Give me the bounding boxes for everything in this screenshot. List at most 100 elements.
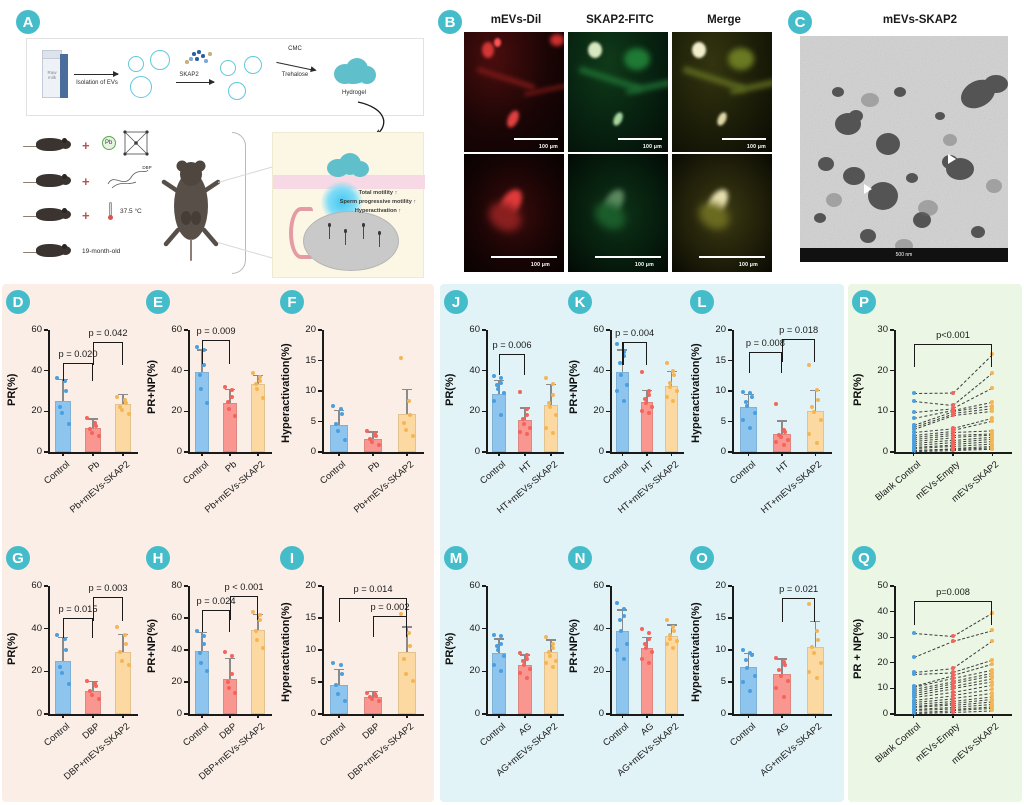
data-point — [819, 660, 824, 665]
bar-pb-mevs-skap2[interactable] — [398, 413, 416, 452]
bar-pb-mevs-skap2[interactable] — [115, 404, 131, 452]
y-tick-label: 60 — [171, 612, 182, 623]
y-axis — [610, 586, 612, 714]
arrowhead-marker — [948, 154, 956, 164]
data-point — [671, 372, 676, 377]
panel-b-immunofluorescence: B mEVs-Dil SKAP2-FITC Merge 100 μm 100 μ… — [438, 4, 782, 278]
data-point — [951, 634, 955, 639]
data-point — [491, 633, 496, 638]
plot-area-q: 0 10 20 30 40 50 Blank Control mEVs-Empty mEVs-S… — [873, 580, 1012, 766]
data-point — [495, 648, 500, 652]
bar-pb[interactable] — [364, 438, 382, 452]
bar-ag-mevs-skap2[interactable] — [665, 636, 679, 714]
y-axis-label: PR(%) — [6, 373, 18, 406]
bracket-arm-left — [913, 345, 916, 367]
data-point — [911, 686, 916, 691]
data-point — [990, 406, 995, 411]
bar-control[interactable] — [492, 394, 506, 452]
bar-control[interactable] — [330, 424, 348, 452]
data-point — [911, 434, 916, 439]
data-point — [494, 382, 499, 387]
bar-dbp[interactable] — [222, 678, 238, 714]
y-tick-label: 5 — [310, 415, 316, 427]
bracket-arm-right — [813, 339, 816, 363]
bar-control[interactable] — [55, 660, 71, 714]
bar-control[interactable] — [55, 401, 71, 452]
error-bar — [748, 652, 750, 667]
error-cap — [777, 658, 787, 660]
bar-dbp-mevs-skap2[interactable] — [398, 651, 416, 714]
data-point — [990, 673, 995, 678]
data-point — [773, 686, 778, 691]
error-bar — [781, 658, 783, 675]
y-tick-label: 40 — [593, 364, 604, 376]
data-point — [229, 654, 234, 659]
y-axis — [486, 586, 488, 714]
bar-control[interactable] — [194, 650, 210, 714]
data-point — [748, 425, 753, 430]
skap2-protein-icon — [180, 48, 212, 68]
error-bar — [257, 614, 259, 630]
error-bar — [201, 349, 203, 372]
bar-dbp[interactable] — [85, 690, 101, 714]
data-point — [258, 378, 263, 383]
data-point — [951, 704, 955, 709]
bar-control[interactable] — [615, 371, 629, 452]
data-point — [89, 430, 94, 435]
data-point — [343, 437, 348, 442]
bar-dbp-mevs-skap2[interactable] — [250, 630, 266, 714]
error-bar — [621, 609, 623, 631]
error-bar — [62, 378, 64, 402]
arrow-loading — [176, 79, 215, 85]
x-tick — [338, 714, 340, 718]
data-point — [990, 696, 995, 701]
grouping-brace — [232, 132, 246, 274]
y-tick — [728, 359, 732, 362]
bracket-arm-left — [63, 619, 65, 639]
x-tick — [814, 714, 817, 718]
data-point — [740, 648, 745, 652]
data-point — [122, 633, 127, 638]
significance-bracket — [339, 597, 407, 622]
data-point — [520, 417, 525, 422]
bar-pb[interactable] — [85, 427, 101, 452]
data-point — [911, 710, 916, 715]
data-point — [551, 645, 555, 650]
bar-dbp-mevs-skap2[interactable] — [115, 652, 131, 714]
data-point — [951, 676, 955, 681]
y-tick — [890, 610, 894, 613]
data-point — [517, 390, 522, 395]
error-bar — [524, 407, 526, 421]
bar-ag-mevs-skap2[interactable] — [806, 646, 824, 714]
p-value-label: p=0.008 — [936, 587, 970, 598]
data-point — [551, 393, 555, 398]
significance-bracket — [913, 344, 993, 367]
data-point — [990, 628, 995, 633]
y-tick — [890, 410, 894, 413]
y-tick — [44, 451, 48, 453]
inset-connector — [217, 242, 276, 260]
plus-sign: + — [82, 138, 90, 153]
y-tick-label: 0 — [36, 708, 42, 719]
data-point — [990, 657, 995, 662]
data-point — [773, 440, 778, 445]
bar-control[interactable] — [492, 653, 506, 714]
data-point — [643, 645, 648, 650]
bracket-arm-right — [405, 617, 407, 637]
y-tick — [318, 713, 322, 715]
data-point — [990, 667, 995, 672]
data-point — [411, 678, 416, 683]
bar-control[interactable] — [194, 371, 210, 452]
data-point — [911, 436, 916, 441]
pair-connector — [913, 393, 953, 395]
significance-bracket — [63, 362, 93, 382]
plot-area-n: 0 20 40 60 Control AG AG+mEVs-SKAP2 — [593, 580, 684, 778]
bar-pb-mevs-skap2[interactable] — [250, 383, 266, 452]
data-point — [517, 429, 522, 434]
plot-area-i: 0 5 10 15 20 Control DBP DBP+mEVs-SKAP2 p = 0.01… — [305, 580, 424, 782]
section-chemical-exposure — [2, 284, 434, 802]
x-tick — [670, 452, 673, 456]
error-bar — [257, 374, 259, 384]
panel-i: I Hyperactivation(%) 0 5 10 15 20 Control DBP DBP… — [276, 544, 434, 800]
bar-control[interactable] — [330, 684, 348, 714]
